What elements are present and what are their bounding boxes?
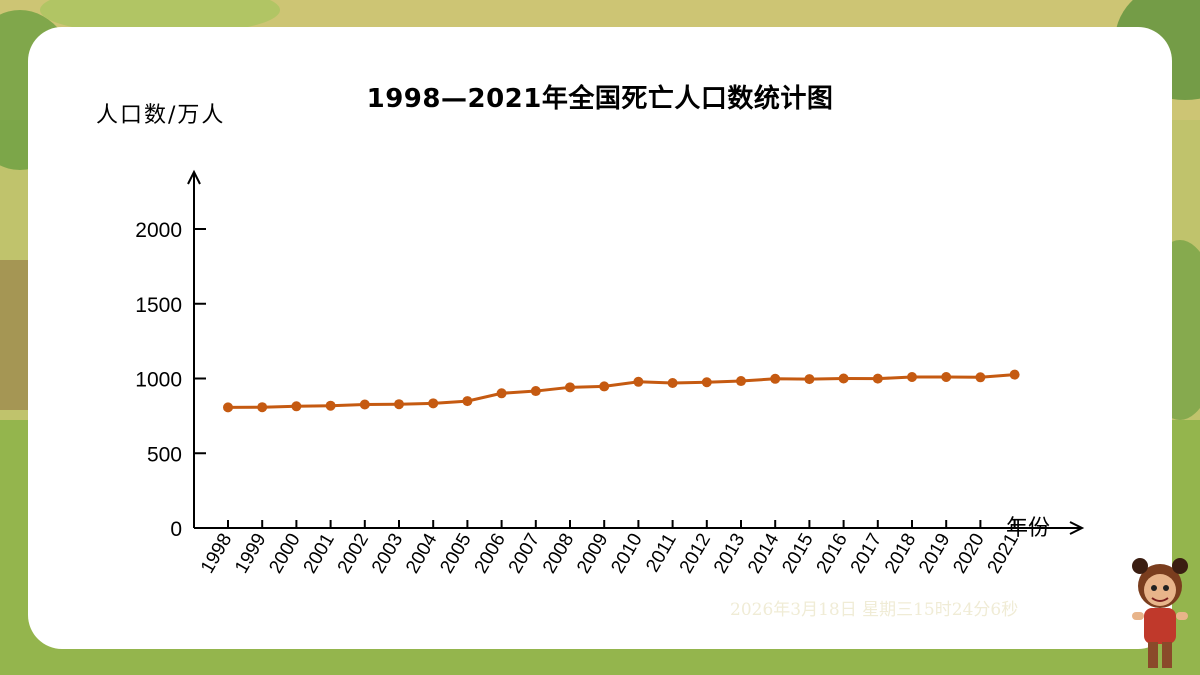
- series-line: [227, 373, 1015, 409]
- x-tick-label: 2001: [300, 530, 339, 577]
- x-axis-label: 年份: [1006, 516, 1051, 541]
- x-tick-label: 2010: [607, 530, 646, 577]
- y-tick-label: 500: [147, 443, 182, 466]
- data-point: [496, 388, 507, 399]
- x-tick-label: 2017: [847, 530, 886, 577]
- data-point: [736, 376, 746, 387]
- data-point: [770, 373, 781, 384]
- y-axis-arrow: [187, 169, 201, 185]
- slide-timestamp: 2026年3月18日 星期三15时24分6秒: [730, 600, 1019, 620]
- x-tick-label: 2006: [471, 530, 510, 577]
- x-tick-label: 2002: [334, 530, 373, 577]
- y-axis-ticks: 0 500 1000 1500 2000: [135, 219, 206, 541]
- x-tick-label: 2004: [402, 530, 442, 577]
- x-tick-label: 2019: [915, 530, 954, 577]
- y-tick-label: 1000: [135, 369, 182, 392]
- x-tick-label: 2012: [676, 530, 715, 577]
- data-point: [462, 396, 473, 407]
- x-tick-label: 2020: [949, 530, 988, 577]
- x-tick-label: 1999: [231, 530, 270, 577]
- x-tick-label: 2016: [813, 530, 852, 577]
- data-point: [530, 386, 541, 397]
- data-point: [599, 381, 610, 392]
- data-point: [325, 400, 336, 411]
- data-point: [667, 377, 678, 388]
- chart-axes: [187, 169, 1085, 535]
- x-tick-label: 2005: [436, 530, 475, 577]
- data-point: [701, 377, 712, 388]
- data-point: [975, 372, 986, 383]
- data-point: [633, 376, 644, 387]
- x-tick-label: 2011: [642, 530, 681, 576]
- y-tick-label: 1500: [135, 294, 182, 317]
- data-point: [838, 373, 849, 384]
- x-tick-label: 2003: [368, 530, 407, 577]
- chart-title: 1998—2021年全国死亡人口数统计图: [366, 84, 834, 114]
- data-point: [428, 398, 439, 409]
- data-point: [565, 382, 575, 393]
- mascot-character-icon: [1132, 558, 1188, 668]
- x-tick-label: 2015: [778, 530, 817, 577]
- x-tick-label: 1998: [197, 530, 236, 577]
- data-point: [907, 372, 917, 383]
- data-point: [1009, 369, 1020, 380]
- data-point: [359, 399, 370, 410]
- x-tick-label: 2014: [744, 530, 784, 577]
- x-tick-label: 2000: [265, 530, 304, 577]
- data-point: [804, 374, 815, 385]
- data-point: [394, 399, 404, 410]
- x-tick-label: 2007: [505, 530, 544, 577]
- data-series: [223, 369, 1020, 413]
- x-tick-label: 2018: [881, 530, 920, 577]
- x-tick-label: 2008: [539, 530, 578, 577]
- data-point: [257, 402, 268, 413]
- y-tick-label: 2000: [135, 219, 182, 242]
- content-card: [28, 27, 1172, 649]
- x-tick-label: 2009: [573, 530, 612, 577]
- data-point: [941, 372, 952, 383]
- y-axis-label: 人口数/万人: [96, 103, 226, 128]
- data-point: [223, 402, 233, 413]
- x-axis-arrow: [1069, 521, 1085, 535]
- y-tick-label: 0: [170, 518, 182, 541]
- x-tick-label: 2013: [710, 530, 749, 577]
- data-point: [872, 373, 883, 384]
- data-point: [291, 401, 302, 412]
